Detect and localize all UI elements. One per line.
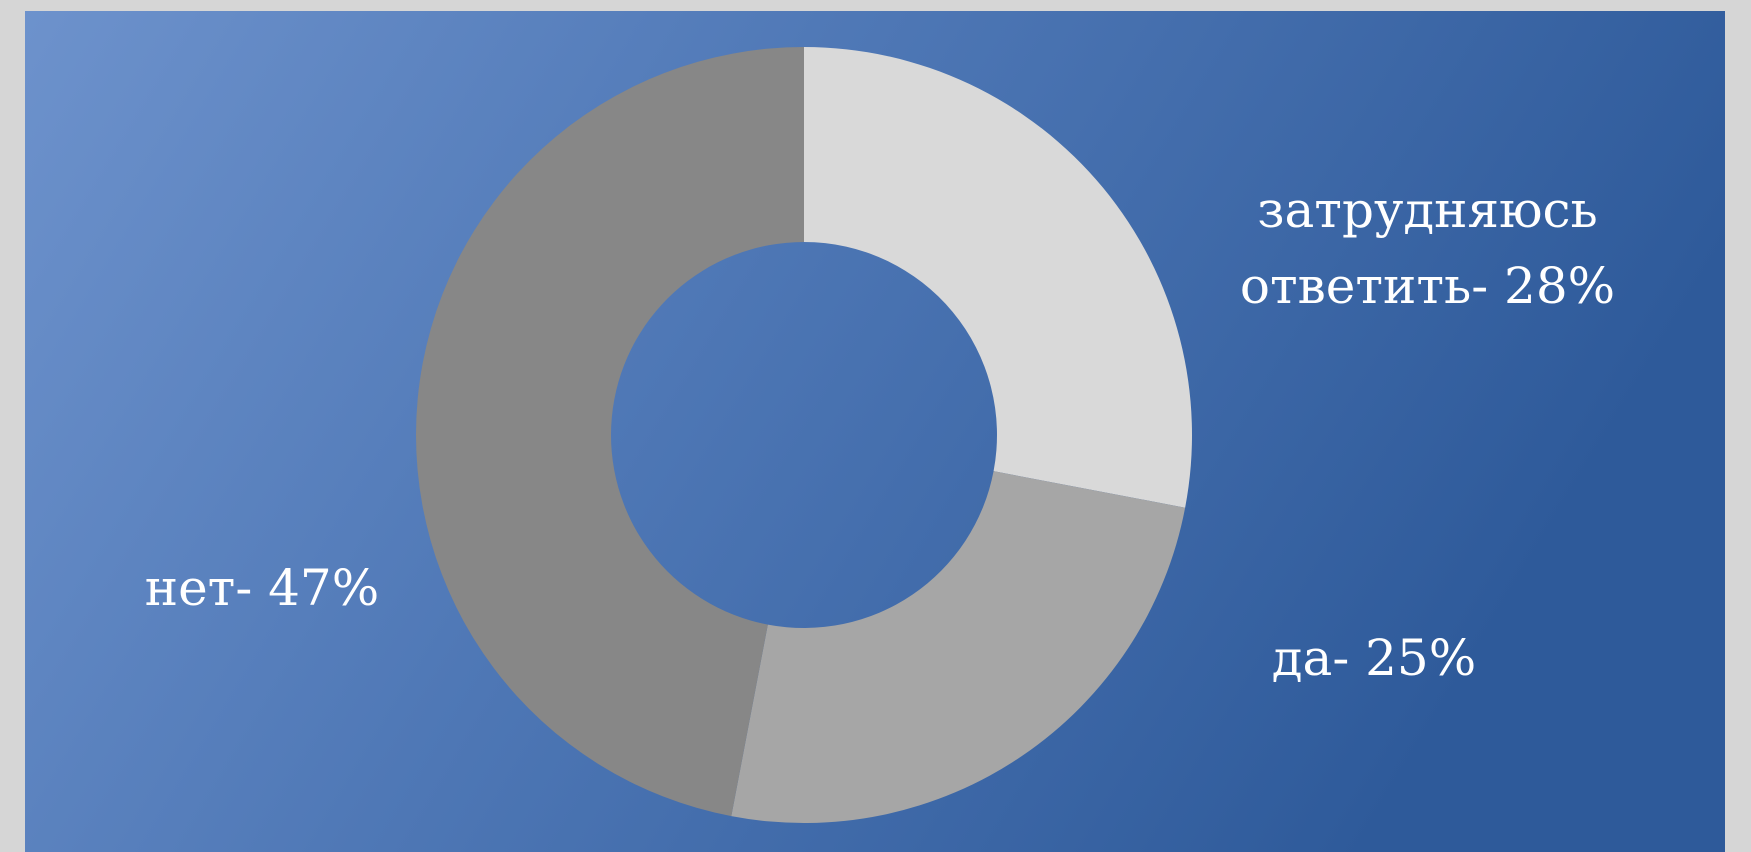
slice-label: да- 25%	[1271, 629, 1477, 687]
slice-label: затрудняюсь ответить- 28%	[1239, 181, 1616, 315]
slice-label: нет- 47%	[144, 559, 380, 617]
donut-slice	[731, 471, 1186, 823]
donut-slice	[416, 47, 804, 817]
donut-slice	[804, 47, 1192, 508]
donut	[416, 47, 1192, 823]
